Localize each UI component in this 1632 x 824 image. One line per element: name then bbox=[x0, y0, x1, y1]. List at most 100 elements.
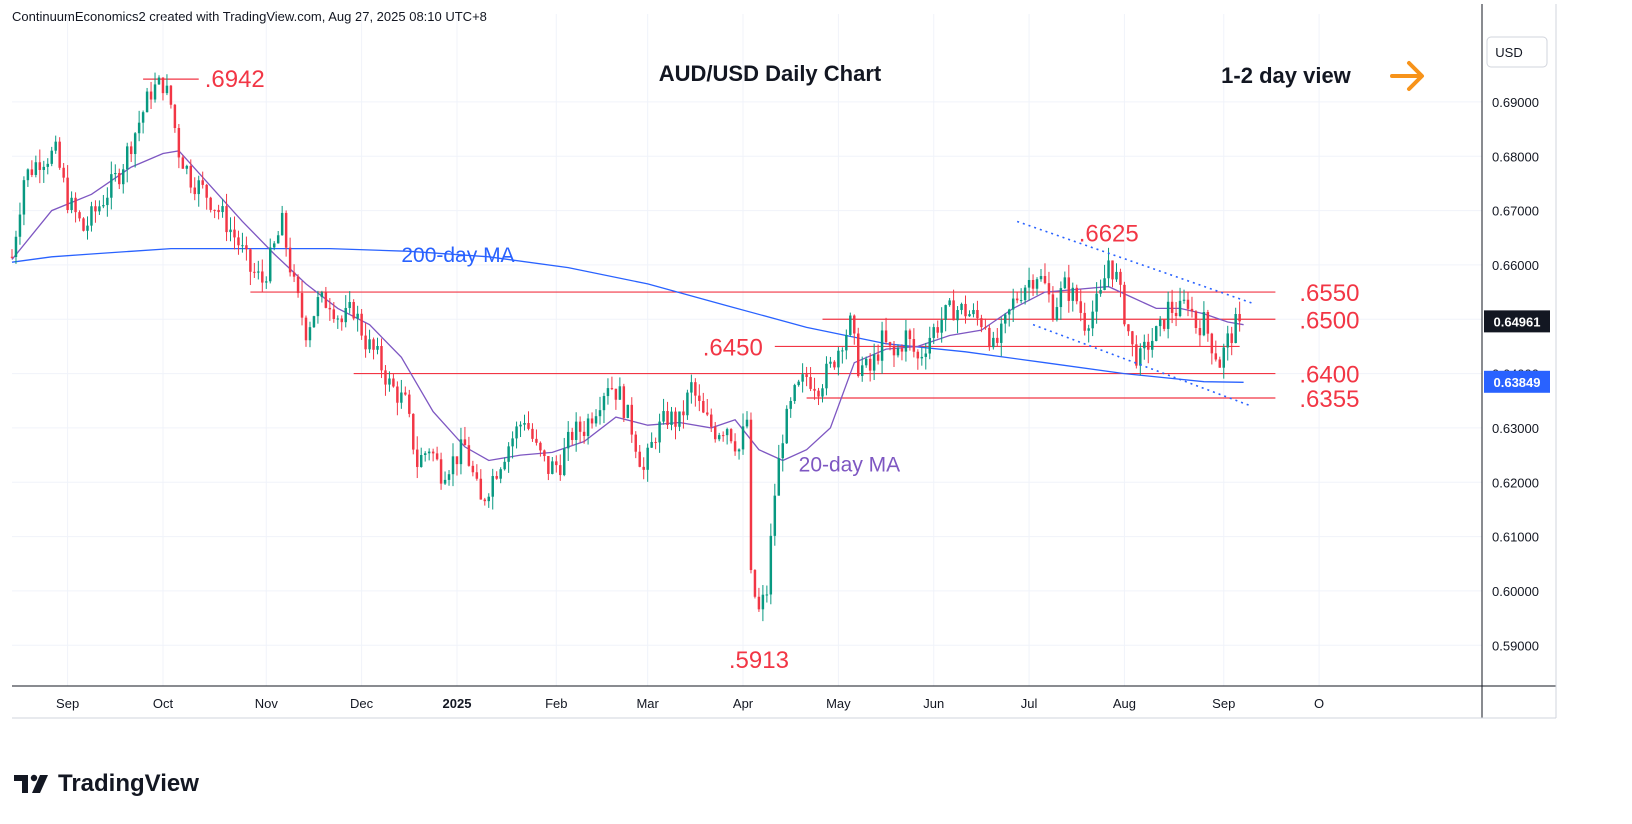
view-label: 1-2 day view bbox=[1221, 63, 1352, 88]
candle-down bbox=[408, 394, 411, 414]
candle-down bbox=[634, 434, 637, 452]
candle-up bbox=[503, 461, 506, 470]
candle-up bbox=[880, 330, 884, 361]
arrow-right-icon bbox=[1390, 61, 1424, 91]
candle-down bbox=[980, 318, 983, 328]
candle-up bbox=[841, 350, 844, 352]
candle-down bbox=[753, 570, 757, 597]
candle-down bbox=[638, 451, 641, 467]
ma200-price-label: 0.63849 bbox=[1494, 375, 1541, 390]
candle-up bbox=[344, 307, 347, 323]
tradingview-logo-text: TradingView bbox=[58, 770, 199, 797]
candle-down bbox=[936, 327, 939, 333]
candle-down bbox=[1210, 333, 1214, 354]
candle-down bbox=[833, 361, 836, 368]
candle-up bbox=[1087, 328, 1090, 331]
candle-down bbox=[495, 476, 498, 479]
candle-up bbox=[90, 206, 93, 226]
candle-up bbox=[745, 419, 749, 427]
candle-down bbox=[189, 165, 193, 188]
candle-up bbox=[376, 345, 379, 350]
candle-up bbox=[646, 447, 649, 470]
candle-up bbox=[1039, 276, 1043, 280]
candle-up bbox=[956, 310, 959, 321]
candle-down bbox=[988, 327, 991, 348]
candle-up bbox=[1099, 290, 1102, 294]
candle-down bbox=[161, 77, 165, 94]
candle-up bbox=[948, 300, 951, 306]
y-tick-label: 0.66000 bbox=[1492, 258, 1539, 273]
candle-up bbox=[972, 310, 975, 315]
candle-down bbox=[1043, 276, 1047, 284]
x-tick-label: Feb bbox=[545, 696, 567, 711]
candle-down bbox=[58, 141, 61, 168]
currency-box bbox=[1486, 36, 1548, 68]
candle-up bbox=[845, 334, 848, 351]
candle-up bbox=[523, 423, 526, 425]
candle-down bbox=[1111, 260, 1114, 280]
candle-up bbox=[864, 358, 868, 366]
candle-down bbox=[82, 218, 85, 231]
candle-down bbox=[384, 370, 387, 385]
candle-up bbox=[1182, 299, 1186, 301]
candle-down bbox=[1123, 284, 1126, 325]
grid bbox=[12, 14, 1482, 686]
candle-up bbox=[944, 305, 947, 320]
price-annotation: .5913 bbox=[729, 647, 789, 674]
candle-down bbox=[467, 445, 471, 466]
ma200-label: 200-day MA bbox=[401, 244, 514, 267]
candle-down bbox=[555, 461, 558, 466]
candle-down bbox=[30, 169, 34, 175]
x-tick-label: May bbox=[826, 696, 851, 711]
candle-down bbox=[1186, 299, 1190, 309]
candle-down bbox=[173, 104, 177, 129]
ma20-label: 20-day MA bbox=[799, 453, 901, 476]
candle-down bbox=[892, 345, 896, 356]
candle-down bbox=[853, 315, 856, 334]
arrow-right-icon-path bbox=[1390, 61, 1424, 91]
candle-down bbox=[729, 429, 733, 442]
candle-down bbox=[996, 337, 999, 343]
candle-down bbox=[1047, 283, 1051, 295]
candle-up bbox=[511, 438, 514, 447]
candle-down bbox=[380, 345, 383, 371]
candle-up bbox=[737, 449, 741, 452]
candle-down bbox=[857, 333, 860, 376]
y-tick-label: 0.68000 bbox=[1492, 149, 1539, 164]
candle-down bbox=[1075, 287, 1078, 302]
candle-down bbox=[610, 388, 614, 390]
candle-up bbox=[141, 112, 145, 123]
level-label: .6400 bbox=[1299, 362, 1359, 389]
candle-up bbox=[515, 426, 518, 439]
candle-down bbox=[471, 465, 475, 473]
candle-down bbox=[332, 309, 336, 319]
candle-up bbox=[551, 461, 554, 474]
candle-down bbox=[1067, 277, 1071, 301]
candle-down bbox=[749, 419, 753, 571]
candle-up bbox=[221, 206, 224, 213]
x-tick-label: Oct bbox=[153, 696, 174, 711]
candle-down bbox=[304, 317, 308, 341]
candle-up bbox=[276, 235, 280, 244]
x-tick-label: Dec bbox=[350, 696, 374, 711]
candle-up bbox=[678, 411, 681, 427]
tradingview-logo[interactable]: TradingView bbox=[14, 770, 199, 798]
candle-up bbox=[419, 455, 423, 467]
candle-up bbox=[145, 91, 149, 113]
y-tick-label: 0.60000 bbox=[1492, 584, 1539, 599]
y-tick-label: 0.61000 bbox=[1492, 530, 1539, 545]
candle-up bbox=[1115, 271, 1118, 280]
candle-up bbox=[320, 292, 324, 298]
candle-down bbox=[1147, 341, 1150, 350]
candle-up bbox=[423, 453, 427, 456]
y-tick-label: 0.67000 bbox=[1492, 204, 1539, 219]
candle-down bbox=[435, 453, 439, 460]
candle-up bbox=[133, 133, 137, 155]
candle-up bbox=[777, 458, 781, 496]
candle-down bbox=[622, 386, 626, 418]
candle-down bbox=[149, 91, 153, 100]
candle-down bbox=[1127, 324, 1130, 332]
candle-up bbox=[1234, 314, 1237, 344]
candle-down bbox=[74, 197, 77, 213]
